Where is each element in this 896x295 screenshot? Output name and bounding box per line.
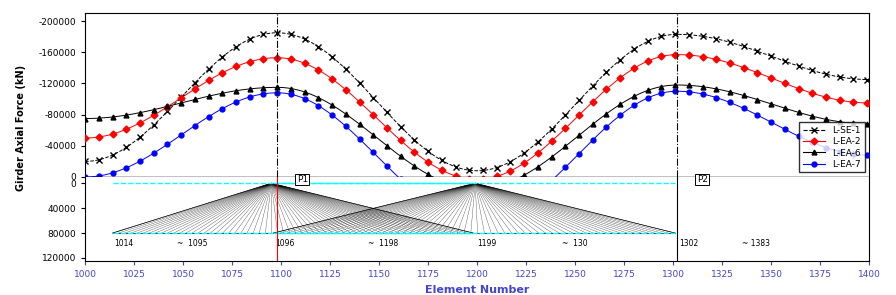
Legend: L-SE-1, L-EA-2, L-EA-6, L-EA-7: L-SE-1, L-EA-2, L-EA-6, L-EA-7 xyxy=(799,122,865,173)
Text: 1014: 1014 xyxy=(115,239,134,248)
X-axis label: Element Number: Element Number xyxy=(425,285,530,295)
Text: ~ 1383: ~ 1383 xyxy=(743,239,771,248)
Text: ~  1095: ~ 1095 xyxy=(177,239,207,248)
Text: 1096: 1096 xyxy=(275,239,295,248)
Text: 1302: 1302 xyxy=(679,239,698,248)
Text: ~  130: ~ 130 xyxy=(563,239,588,248)
Text: ~  1198: ~ 1198 xyxy=(368,239,398,248)
Text: P2: P2 xyxy=(697,175,708,184)
Text: 1199: 1199 xyxy=(478,239,496,248)
Y-axis label: Girder Axial Force (kN): Girder Axial Force (kN) xyxy=(16,65,26,191)
Text: P1: P1 xyxy=(297,175,308,184)
